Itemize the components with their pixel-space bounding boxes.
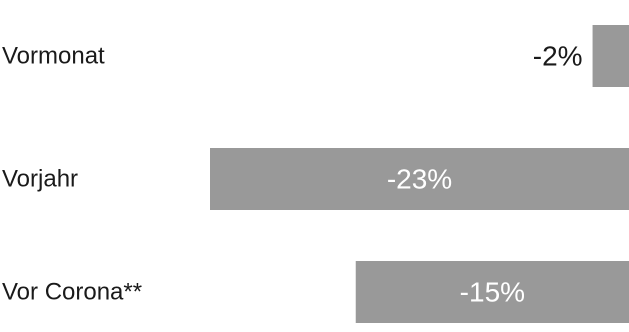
- value-label-vormonat: -2%: [533, 41, 583, 72]
- category-label-vor-corona: Vor Corona**: [2, 279, 142, 306]
- bar-vormonat: [592, 25, 629, 87]
- value-labels: -2% -23% -15%: [387, 41, 583, 308]
- value-label-vor-corona: -15%: [460, 277, 525, 308]
- category-label-vormonat: Vormonat: [2, 43, 105, 70]
- category-labels: Vormonat Vorjahr Vor Corona**: [2, 43, 142, 306]
- category-label-vorjahr: Vorjahr: [2, 166, 78, 193]
- bar-vorjahr: [210, 148, 629, 210]
- bar-vor-corona: [355, 261, 629, 323]
- value-label-vorjahr: -23%: [387, 164, 452, 195]
- bars: [210, 25, 629, 323]
